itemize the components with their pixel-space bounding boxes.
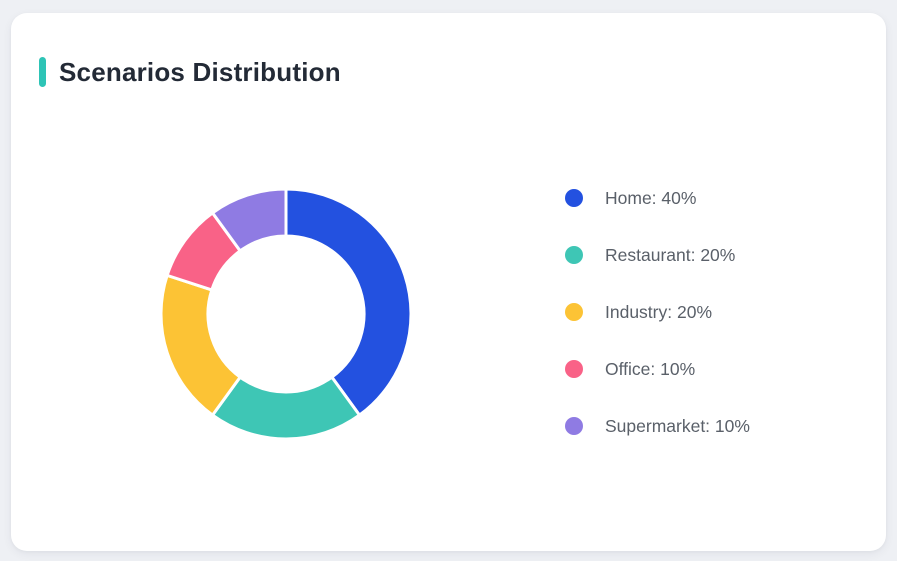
chart-area: Home: 40% Restaurant: 20% Industry: 20% Off… bbox=[11, 186, 886, 442]
legend-dot-supermarket bbox=[565, 417, 583, 435]
legend-label-restaurant: Restaurant: 20% bbox=[605, 244, 736, 265]
legend-dot-industry bbox=[565, 303, 583, 321]
donut-chart[interactable] bbox=[158, 186, 414, 442]
legend-item-industry[interactable]: Industry: 20% bbox=[565, 300, 750, 324]
legend-item-office[interactable]: Office: 10% bbox=[565, 357, 750, 381]
card-header: Scenarios Distribution bbox=[11, 13, 886, 89]
donut-segment-home[interactable] bbox=[284, 187, 413, 417]
legend-dot-home bbox=[565, 189, 583, 207]
legend-dot-office bbox=[565, 360, 583, 378]
donut-chart-svg[interactable] bbox=[158, 186, 414, 442]
legend-label-home: Home: 40% bbox=[605, 187, 697, 208]
legend-label-office: Office: 10% bbox=[605, 358, 696, 379]
legend-item-restaurant[interactable]: Restaurant: 20% bbox=[565, 243, 750, 267]
legend-item-home[interactable]: Home: 40% bbox=[565, 186, 750, 210]
scenarios-distribution-card: Scenarios Distribution Home: 40% Restaura… bbox=[11, 13, 886, 551]
card-title: Scenarios Distribution bbox=[59, 57, 341, 87]
legend-label-industry: Industry: 20% bbox=[605, 301, 712, 322]
title-accent-bar bbox=[39, 57, 46, 87]
donut-segment-supermarket[interactable] bbox=[211, 187, 288, 253]
legend-item-supermarket[interactable]: Supermarket: 10% bbox=[565, 414, 750, 438]
chart-legend: Home: 40% Restaurant: 20% Industry: 20% Off… bbox=[565, 186, 750, 438]
legend-label-supermarket: Supermarket: 10% bbox=[605, 415, 750, 436]
legend-dot-restaurant bbox=[565, 246, 583, 264]
donut-segment-industry[interactable] bbox=[159, 273, 242, 417]
